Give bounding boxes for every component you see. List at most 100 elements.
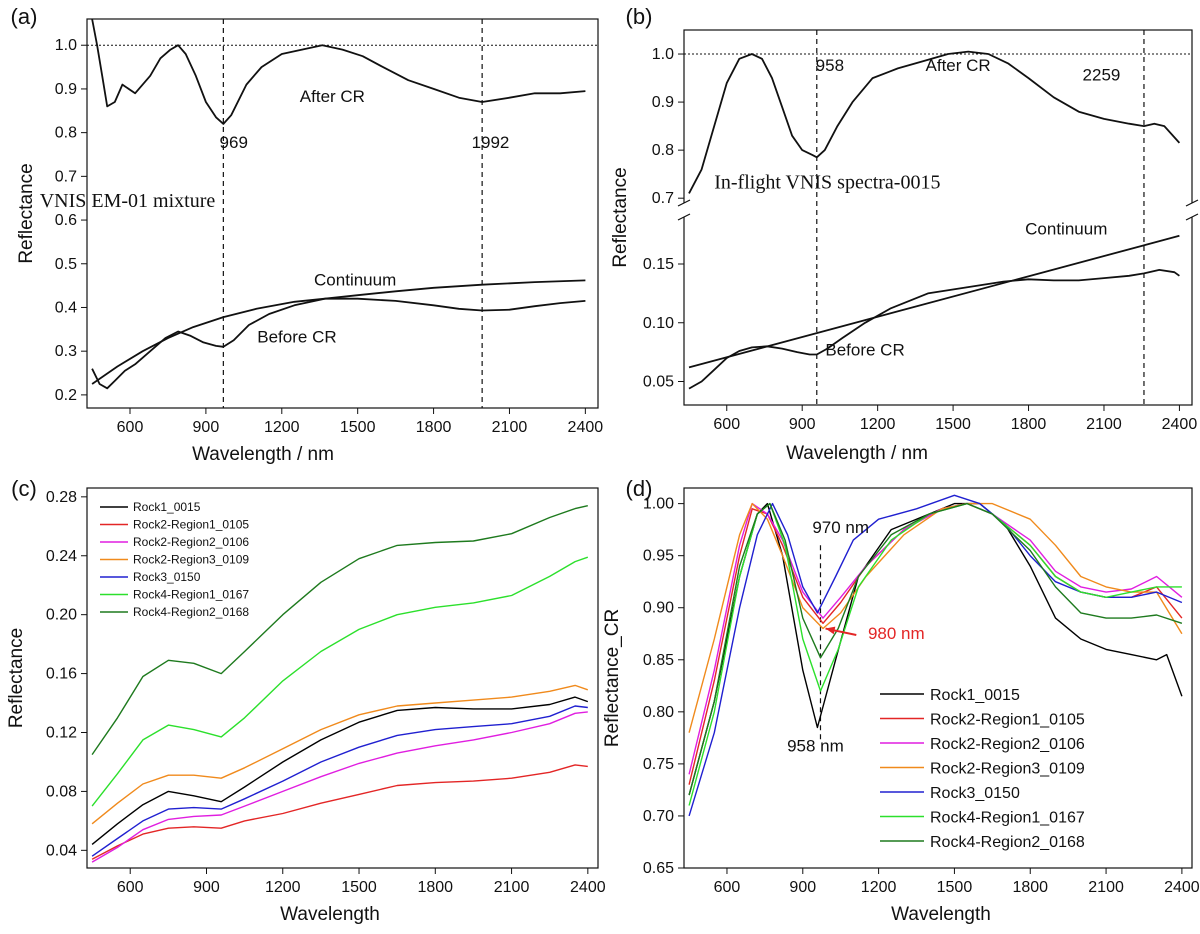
y-tick-label: 0.6 (55, 212, 77, 229)
panel-label: (c) (11, 476, 37, 501)
legend-label: Rock2-Region2_0106 (930, 736, 1085, 753)
x-tick-label: 900 (789, 879, 816, 896)
legend-label: Rock4-Region2_0168 (133, 605, 249, 619)
x-tick-label: 1200 (861, 879, 897, 896)
y-tick-label: 0.05 (643, 374, 674, 391)
legend-label: Rock3_0150 (930, 785, 1020, 802)
x-tick-label: 2100 (1088, 879, 1124, 896)
legend-label: Rock1_0015 (133, 500, 201, 514)
annotation: 970 nm (812, 518, 869, 537)
y-tick-label: 0.95 (643, 548, 674, 565)
annotation: 980 nm (868, 624, 925, 643)
annotation: In-flight VNIS spectra-0015 (714, 172, 940, 194)
x-tick-label: 2400 (1162, 416, 1198, 433)
y-tick-label: 0.20 (46, 607, 77, 624)
annotation: Before CR (825, 341, 904, 360)
y-tick-label: 0.2 (55, 387, 77, 404)
legend-label: Rock4-Region1_0167 (133, 588, 249, 602)
series-line (91, 297, 586, 390)
x-tick-label: 600 (117, 879, 144, 896)
x-axis-label: Wavelength / nm (786, 443, 928, 464)
x-tick-label: 1500 (937, 879, 973, 896)
x-tick-label: 900 (193, 879, 220, 896)
x-tick-label: 900 (193, 419, 220, 436)
x-axis-label: Wavelength / nm (192, 444, 334, 465)
legend-label: Rock4-Region2_0168 (930, 834, 1085, 851)
y-tick-label: 0.12 (46, 724, 77, 741)
panel-label: (d) (626, 476, 653, 501)
y-tick-label: 0.8 (55, 125, 77, 142)
axis-break-gap (676, 203, 692, 217)
y-tick-label: 0.75 (643, 756, 674, 773)
legend-label: Rock2-Region3_0109 (930, 761, 1085, 778)
series-line (91, 684, 589, 825)
x-tick-label: 1200 (265, 879, 301, 896)
y-tick-label: 0.7 (55, 168, 77, 185)
x-tick-label: 2100 (1086, 416, 1122, 433)
y-tick-label: 1.00 (643, 496, 674, 513)
series-line (688, 268, 1180, 390)
y-tick-label: 0.65 (643, 860, 674, 877)
x-tick-label: 1500 (340, 419, 376, 436)
axis-break-mark (1185, 199, 1199, 207)
y-axis-label: Reflectance_CR (602, 609, 623, 747)
legend-label: Rock3_0150 (133, 570, 201, 584)
x-tick-label: 1800 (417, 879, 453, 896)
y-tick-label: 0.90 (643, 600, 674, 617)
series-line (688, 502, 1183, 733)
series-line (91, 711, 588, 863)
axis-break-mark (677, 213, 691, 221)
y-tick-label: 0.16 (46, 666, 77, 683)
series-line (688, 502, 1183, 775)
x-tick-label: 600 (117, 419, 144, 436)
y-tick-label: 1.0 (55, 37, 77, 54)
series-line (688, 502, 1183, 796)
annotation: 2259 (1083, 65, 1121, 84)
series-line (91, 556, 589, 807)
legend-label: Rock4-Region1_0167 (930, 810, 1085, 827)
y-tick-label: 1.0 (652, 46, 674, 63)
x-axis-label: Wavelength (280, 904, 380, 925)
y-tick-label: 0.28 (46, 489, 77, 506)
y-tick-label: 0.3 (55, 343, 77, 360)
y-tick-label: 0.85 (643, 652, 674, 669)
legend-label: Rock2-Region3_0109 (133, 553, 249, 567)
annotation: Continuum (1025, 220, 1107, 239)
annotation: After CR (300, 87, 365, 106)
panel-label: (b) (626, 4, 653, 29)
x-tick-label: 600 (714, 879, 741, 896)
annotation: 1992 (472, 133, 510, 152)
panel-label: (a) (11, 4, 38, 29)
x-tick-label: 1800 (416, 419, 452, 436)
annotation: After CR (926, 56, 991, 75)
series-line (91, 279, 586, 385)
series-line (91, 696, 589, 845)
y-tick-label: 0.9 (55, 81, 77, 98)
y-axis-label: Reflectance (6, 628, 27, 728)
y-tick-label: 0.24 (46, 548, 77, 565)
annotation: 958 (816, 56, 844, 75)
x-tick-label: 600 (713, 416, 740, 433)
panel-a: (a) 600 900 1200 1500 1800 2100 2400 Wavelength … (11, 4, 604, 465)
y-tick-label: 0.8 (652, 142, 674, 159)
y-tick-label: 0.5 (55, 256, 77, 273)
x-tick-label: 1200 (264, 419, 300, 436)
axis-break-mark (677, 199, 691, 207)
y-tick-label: 0.70 (643, 808, 674, 825)
legend-label: Rock2-Region2_0106 (133, 535, 249, 549)
annotation: VNIS EM-01 mixture (40, 190, 216, 212)
series-line (91, 505, 588, 755)
y-tick-label: 0.04 (46, 842, 77, 859)
y-axis-label: Reflectance (16, 163, 37, 263)
x-tick-label: 1800 (1012, 879, 1048, 896)
y-tick-label: 0.80 (643, 704, 674, 721)
y-tick-label: 0.10 (643, 315, 674, 332)
panel-d: (d) 600 900 1200 1500 1800 2100 2400 Wavelength R… (602, 476, 1200, 925)
y-tick-label: 0.08 (46, 783, 77, 800)
y-tick-label: 0.7 (652, 190, 674, 207)
annotation: 958 nm (787, 736, 844, 755)
x-tick-label: 1500 (341, 879, 377, 896)
series-line (91, 19, 586, 125)
series-line (688, 234, 1180, 369)
